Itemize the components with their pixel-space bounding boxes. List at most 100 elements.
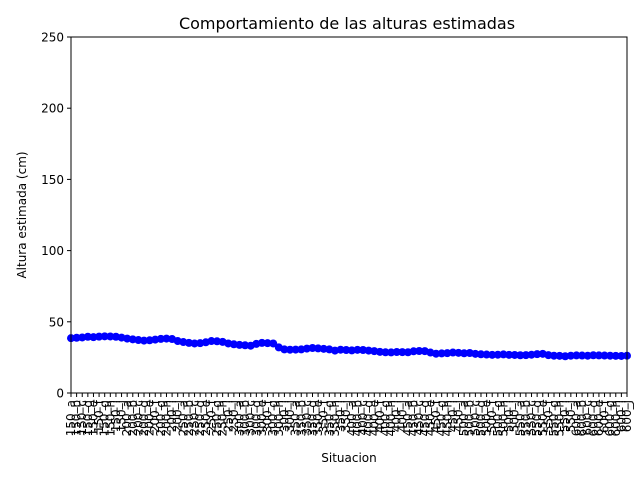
x-tick-label: 150_j (115, 400, 129, 432)
x-tick-label: 150_b (70, 400, 84, 437)
x-tick-label: 350_e (311, 400, 325, 436)
x-tick-label: 250_h (216, 400, 230, 437)
x-tick-label: 400_d (362, 400, 376, 437)
data-point (606, 351, 615, 360)
x-tick-label: 350_c (300, 400, 314, 436)
x-tick-label: 200_j (171, 400, 185, 432)
x-tick-label: 250_i (221, 400, 235, 432)
x-tick-label: 300_h (272, 400, 286, 437)
data-point (106, 332, 115, 341)
x-tick-label: 300_d (249, 400, 263, 437)
x-tick-label: 600_a (569, 400, 583, 436)
x-tick-label: 550_h (553, 400, 567, 437)
x-tick-label: 600_f (598, 399, 612, 433)
x-tick-label: 200_b (126, 400, 140, 437)
x-tick-label: 150_d (81, 400, 95, 437)
x-tick-label: 150_i (109, 400, 123, 432)
x-tick-label: 500_d (474, 400, 488, 437)
data-point (336, 345, 345, 354)
x-tick-label: 600_c (581, 400, 595, 436)
x-tick-label: 400_b (350, 400, 364, 437)
data-point (589, 351, 598, 360)
data-point (392, 347, 401, 356)
data-point (505, 350, 514, 359)
data-point (594, 351, 603, 360)
data-point (437, 349, 446, 358)
x-axis-label: Situacion (321, 451, 377, 465)
x-tick-label: 500_j (508, 400, 522, 432)
x-tick-label: 150_c (75, 400, 89, 436)
y-tick-label: 150 (41, 173, 64, 187)
x-tick-label: 350_h (328, 400, 342, 437)
y-axis-label: Altura estimada (cm) (15, 151, 29, 278)
x-tick-label: 550_j (564, 400, 578, 432)
x-tick-label: 150_f (92, 399, 106, 433)
x-tick-label: 500_e (480, 400, 494, 436)
x-tick-label: 200_f (148, 399, 162, 433)
x-tick-label: 200_g (154, 400, 168, 437)
x-tick-label: 450_f (429, 399, 443, 433)
x-tick-label: 500_h (496, 400, 510, 437)
x-tick-label: 150_a (64, 400, 78, 436)
data-point (257, 338, 266, 347)
x-tick-label: 350_a (289, 400, 303, 436)
data-point (190, 339, 199, 348)
x-tick-label: 250_d (193, 400, 207, 437)
x-tick-label: 250_f (204, 399, 218, 433)
data-point (207, 337, 216, 346)
x-tick-label: 200_h (159, 400, 173, 437)
data-point (533, 350, 542, 359)
x-tick-label: 200_d (137, 400, 151, 437)
data-point (381, 348, 390, 357)
x-tick-label: 400_c (356, 400, 370, 436)
x-tick-label: 600_g (603, 400, 617, 437)
x-tick-label: 400_g (379, 400, 393, 437)
x-tick-label: 600_i (614, 400, 628, 432)
x-tick-label: 450_e (423, 400, 437, 436)
data-point (286, 345, 295, 354)
x-tick-label: 300_a (232, 400, 246, 436)
data-point (415, 346, 424, 355)
data-point (140, 336, 149, 345)
data-point (549, 351, 558, 360)
x-tick-label: 550_e (536, 400, 550, 436)
x-tick-label: 250_e (199, 400, 213, 436)
chart-title: Comportamiento de las alturas estimadas (179, 14, 515, 33)
x-tick-label: 400_i (390, 400, 404, 432)
x-tick-label: 500_a (457, 400, 471, 436)
y-tick-label: 250 (41, 31, 64, 45)
x-tick-label: 300_c (244, 400, 258, 436)
x-tick-label: 550_b (519, 400, 533, 437)
x-tick-label: 450_d (418, 400, 432, 437)
data-point (100, 332, 109, 341)
x-tick-label: 350_f (317, 399, 331, 433)
plot-frame (70, 36, 628, 394)
data-point (617, 351, 626, 360)
x-tick-label: 400_e (367, 400, 381, 436)
x-tick-label: 300_g (266, 400, 280, 437)
data-point (600, 351, 609, 360)
y-tick-label: 200 (41, 102, 64, 116)
x-tick-label: 350_i (334, 400, 348, 432)
x-tick-label: 450_j (452, 400, 466, 432)
x-tick-label: 600_h (609, 400, 623, 437)
x-tick-label: 400_j (395, 400, 409, 432)
data-point (263, 339, 272, 348)
data-point (409, 347, 418, 356)
x-tick-label: 300_b (238, 400, 252, 437)
x-tick-label: 600_b (575, 400, 589, 437)
x-tick-label: 550_c (525, 400, 539, 436)
data-point (476, 350, 485, 359)
x-tick-label: 200_e (143, 400, 157, 436)
x-tick-label: 400_a (345, 400, 359, 436)
x-tick-label: 200_a (120, 400, 134, 436)
x-tick-label: 150_e (86, 400, 100, 436)
x-tick-label: 600_d (586, 400, 600, 437)
y-tick-label: 0 (56, 387, 64, 401)
x-tick-label: 350_j (339, 400, 353, 432)
x-tick-label: 450_c (412, 400, 426, 436)
data-point (269, 339, 278, 348)
x-tick-label: 500_f (485, 399, 499, 433)
x-tick-label: 250_j (227, 400, 241, 432)
